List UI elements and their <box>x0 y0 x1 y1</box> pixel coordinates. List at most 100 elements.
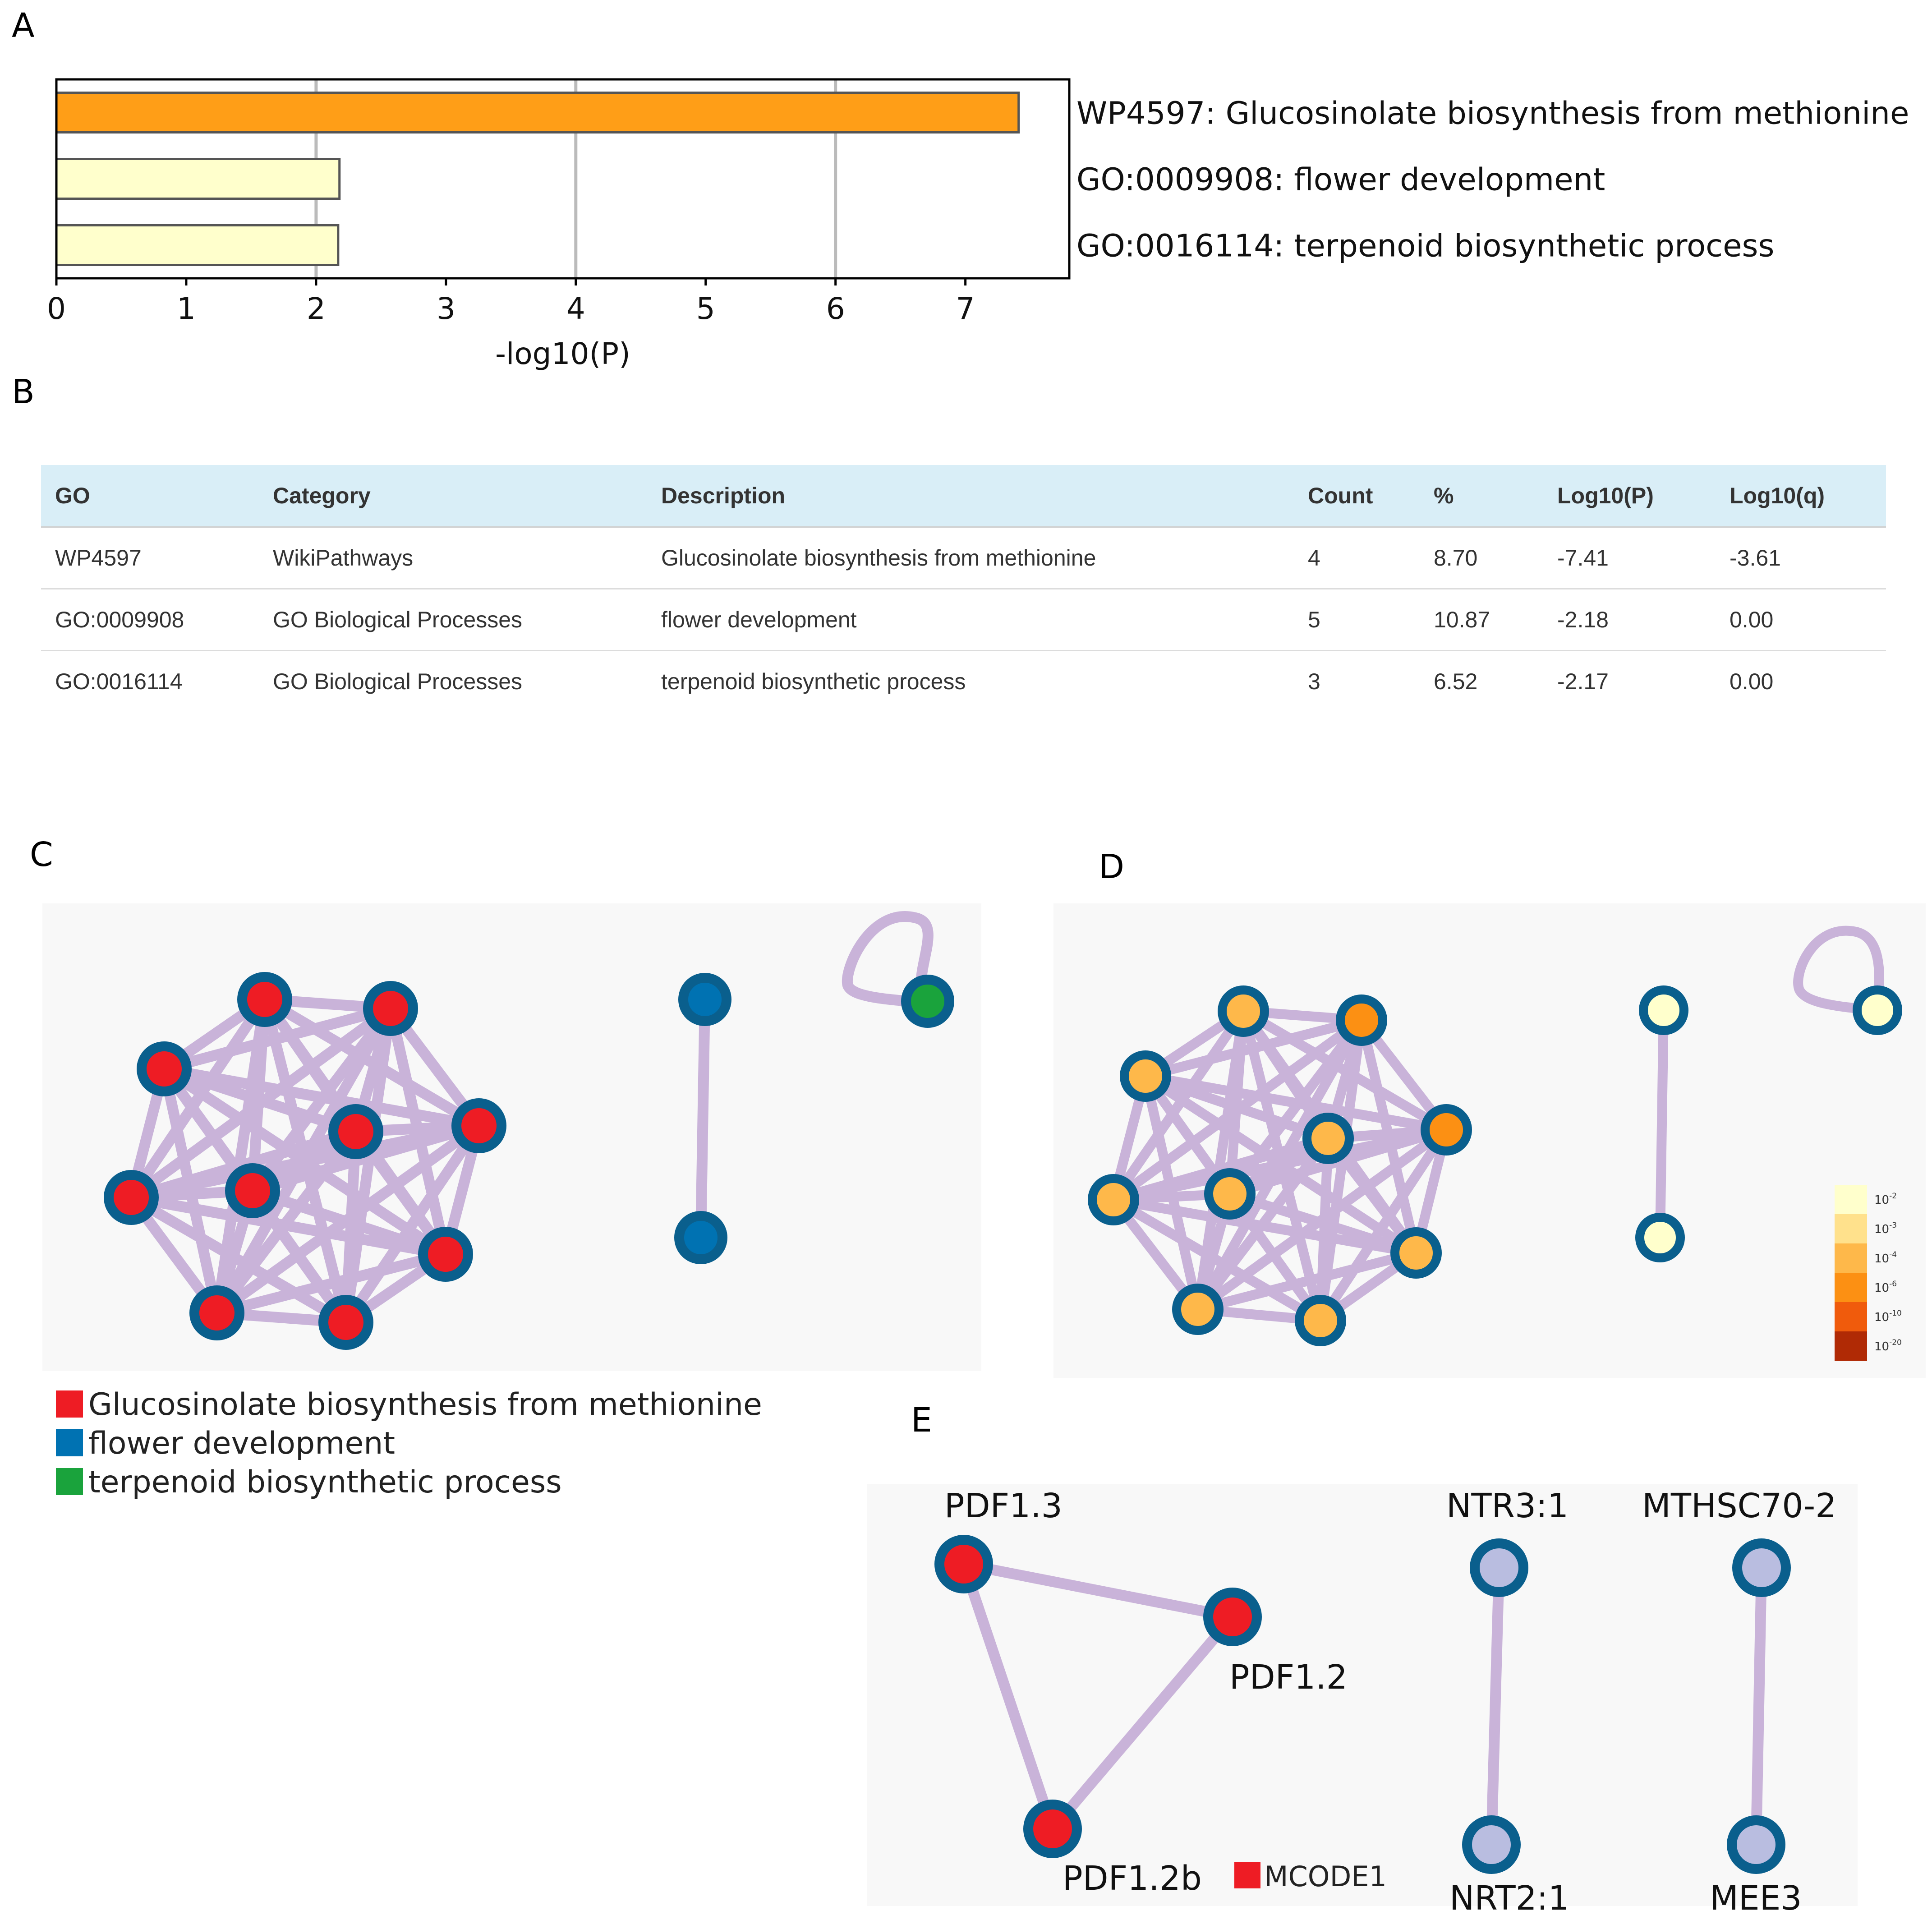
cell-description: terpenoid biosynthetic process <box>661 669 966 694</box>
column-header-count: Count <box>1294 465 1420 528</box>
cell-log10p: -7.41 <box>1543 527 1716 589</box>
legend-swatch <box>1835 1185 1867 1214</box>
network-node[interactable] <box>1336 994 1387 1046</box>
network-node[interactable] <box>1390 1227 1442 1279</box>
category-label: GO:0016114: terpenoid biosynthetic proce… <box>1076 228 1774 264</box>
network-node[interactable] <box>363 981 418 1036</box>
plot-frame <box>55 78 1071 280</box>
x-axis-label: -log10(P) <box>495 336 630 371</box>
bar <box>55 224 340 266</box>
legend-label: 10-4 <box>1874 1250 1897 1266</box>
network-node[interactable] <box>1421 1104 1472 1156</box>
legend-swatch <box>1835 1302 1867 1331</box>
x-tick-label: 6 <box>826 291 845 326</box>
column-header-category: Category <box>259 465 647 528</box>
cell-description: flower development <box>647 589 1294 651</box>
network-node[interactable] <box>1088 1174 1139 1225</box>
bar <box>55 158 341 200</box>
node-label: MTHSC70-2 <box>1642 1487 1836 1525</box>
node-label: PDF1.3 <box>944 1487 1063 1525</box>
network-c-nodes <box>104 972 954 1350</box>
network-node[interactable] <box>1470 1538 1528 1597</box>
cell-go: GO:0009908 <box>41 589 259 651</box>
category-label: GO:0009908: flower development <box>1076 162 1605 198</box>
cell-count: 3 <box>1308 669 1320 694</box>
network-node[interactable] <box>1635 1213 1685 1262</box>
legend-swatch <box>56 1390 83 1418</box>
network-e-labels: PDF1.3 PDF1.2 PDF1.2b NTR3:1 NRT2:1 MTHS… <box>944 1487 1836 1918</box>
network-node[interactable] <box>1204 1168 1256 1220</box>
network-d-nodes <box>1088 985 1902 1346</box>
network-e-edges <box>958 1559 1767 1850</box>
enrichment-bar-chart: WP4597: Glucosinolate biosynthesis from … <box>47 78 1909 371</box>
x-tick-label: 4 <box>566 291 585 326</box>
network-node[interactable] <box>318 1295 373 1350</box>
network-node[interactable] <box>1462 1815 1521 1874</box>
legend-label: terpenoid biosynthetic process <box>88 1464 562 1500</box>
panel-label-b: B <box>12 373 35 411</box>
network-node[interactable] <box>237 972 292 1027</box>
network-node[interactable] <box>104 1170 159 1225</box>
node-label: NRT2:1 <box>1449 1879 1569 1918</box>
network-c-edges <box>126 911 934 1328</box>
column-header-description: Description <box>647 465 1294 528</box>
column-header-log10p: Log10(P) <box>1543 465 1716 528</box>
column-header-log10q: Log10(q) <box>1716 465 1886 528</box>
node-label: MEE3 <box>1710 1879 1802 1918</box>
panel-label-d: D <box>1099 847 1124 886</box>
network-node[interactable] <box>1732 1538 1791 1597</box>
network-node[interactable] <box>451 1098 506 1153</box>
table-row: GO:0016114 GO Biological Processes terpe… <box>41 651 1886 712</box>
category-label: WP4597: Glucosinolate biosynthesis from … <box>1076 96 1909 132</box>
legend-swatch <box>56 1468 83 1495</box>
network-node[interactable] <box>1295 1295 1346 1346</box>
node-label: PDF1.2b <box>1063 1859 1202 1898</box>
legend-label: Glucosinolate biosynthesis from methioni… <box>88 1387 762 1423</box>
cell-category: WikiPathways <box>259 527 647 589</box>
cell-log10q: -3.61 <box>1716 527 1886 589</box>
network-node[interactable] <box>1172 1284 1224 1335</box>
network-node[interactable] <box>1727 1815 1785 1874</box>
network-node[interactable] <box>328 1104 383 1159</box>
network-node[interactable] <box>901 975 954 1028</box>
panel-label-e: E <box>911 1401 932 1440</box>
network-node[interactable] <box>1853 985 1902 1035</box>
bar <box>55 92 1020 134</box>
x-tick-label: 0 <box>47 291 66 326</box>
x-tick-label: 3 <box>437 291 455 326</box>
node-label: PDF1.2 <box>1229 1658 1348 1697</box>
table-row: GO:0009908 GO Biological Processes flowe… <box>41 589 1886 651</box>
column-header-go: GO <box>41 465 259 528</box>
network-node[interactable] <box>137 1041 192 1096</box>
legend-swatch <box>1835 1273 1867 1302</box>
cell-go: WP4597 <box>41 527 259 589</box>
network-node[interactable] <box>1023 1800 1082 1858</box>
legend-label: flower development <box>88 1426 395 1461</box>
network-c-legend: Glucosinolate biosynthesis from methioni… <box>56 1387 762 1500</box>
mcode-legend-swatch <box>1234 1862 1260 1888</box>
network-node[interactable] <box>1120 1050 1171 1102</box>
network-node[interactable] <box>418 1227 473 1282</box>
x-tick-label: 1 <box>177 291 196 326</box>
cell-percent: 10.87 <box>1420 589 1543 651</box>
network-node[interactable] <box>674 1211 727 1264</box>
network-d-edges <box>1109 925 1885 1326</box>
legend-swatch <box>1835 1243 1867 1273</box>
network-node[interactable] <box>225 1163 280 1218</box>
network-node[interactable] <box>1302 1113 1354 1164</box>
panel-label-a: A <box>12 6 35 45</box>
table-header-row: GO Category Description Count % Log10(P)… <box>41 465 1886 528</box>
network-node[interactable] <box>1639 985 1688 1035</box>
network-node[interactable] <box>1218 985 1269 1037</box>
network-node[interactable] <box>934 1535 993 1593</box>
legend-label: 10-6 <box>1874 1280 1897 1295</box>
network-e-nodes <box>934 1535 1791 1874</box>
network-node[interactable] <box>1203 1588 1262 1646</box>
x-tick-label: 2 <box>307 291 326 326</box>
network-node[interactable] <box>678 973 731 1026</box>
network-node[interactable] <box>189 1285 244 1340</box>
cell-category: GO Biological Processes <box>259 589 647 651</box>
